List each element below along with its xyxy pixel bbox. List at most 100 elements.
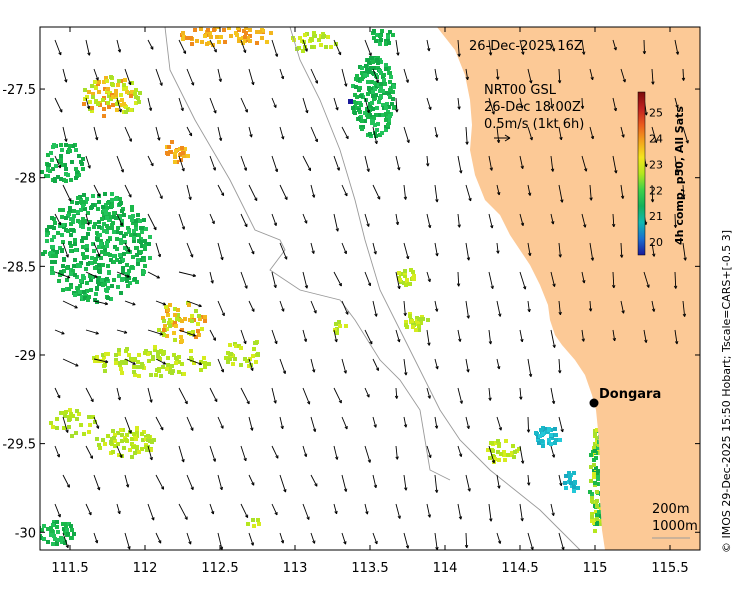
sst-pixel: [183, 147, 187, 151]
current-arrowhead: [373, 424, 377, 428]
current-arrow: [147, 387, 153, 403]
sst-pixel: [190, 42, 194, 46]
current-arrow: [333, 445, 338, 460]
current-arrow: [333, 39, 342, 56]
sst-pixel: [99, 239, 103, 243]
sst-pixel: [360, 71, 364, 75]
current-arrowhead: [159, 332, 163, 336]
current-arrowhead: [520, 105, 524, 109]
sst-pixel: [59, 158, 63, 162]
current-arrowhead: [403, 196, 408, 200]
current-arrow: [186, 300, 202, 307]
sst-pixel: [145, 448, 149, 452]
sst-pixel: [324, 45, 328, 49]
sst-pixel: [136, 262, 140, 266]
current-arrow: [302, 271, 308, 289]
sst-pixel: [55, 250, 59, 254]
sst-pixel: [497, 458, 501, 462]
y-tick-label: -27.5: [2, 83, 36, 98]
current-arrowhead: [427, 278, 431, 283]
sst-pixel: [119, 231, 123, 235]
current-arrow: [240, 445, 247, 461]
sst-pixel: [69, 249, 73, 253]
sst-pixel: [386, 35, 390, 39]
sst-pixel: [169, 150, 173, 154]
current-arrowhead: [312, 540, 316, 544]
sst-pixel: [92, 356, 96, 360]
current-arrow: [581, 97, 584, 109]
current-arrowhead: [456, 283, 461, 287]
current-arrowhead: [126, 274, 130, 278]
current-arrowhead: [551, 221, 555, 225]
sst-pixel: [106, 87, 110, 91]
current-arrowhead: [221, 312, 225, 317]
sst-pixel: [125, 263, 129, 267]
current-arrow: [310, 300, 317, 314]
sst-pixel: [105, 277, 109, 281]
sst-pixel: [535, 432, 539, 436]
sst-pixel: [372, 36, 376, 40]
x-tick-label: 112.5: [201, 561, 238, 576]
current-arrowhead: [280, 425, 284, 430]
current-arrowhead: [405, 545, 410, 549]
sst-pixel: [107, 105, 111, 109]
current-arrow: [496, 416, 502, 431]
sst-pixel: [116, 226, 120, 230]
current-arrowhead: [86, 105, 91, 110]
sst-pixel: [63, 522, 67, 526]
current-arrowhead: [395, 456, 399, 460]
sst-pixel: [77, 154, 81, 158]
sst-pixel: [127, 276, 131, 280]
sst-pixel: [360, 119, 364, 123]
sst-pixel: [375, 106, 379, 110]
sst-pixel: [358, 86, 362, 90]
sst-pixel: [143, 247, 147, 251]
sst-pixel: [192, 361, 196, 365]
current-arrowhead: [685, 140, 689, 144]
sst-pixel: [93, 420, 97, 424]
current-arrow: [364, 329, 373, 345]
sst-pixel: [203, 34, 207, 38]
current-arrow: [178, 39, 186, 54]
sst-pixel: [149, 373, 153, 377]
sst-pixel: [61, 288, 65, 292]
current-arrowhead: [343, 541, 347, 545]
current-arrow: [62, 68, 67, 83]
sst-pixel: [387, 91, 391, 95]
current-arrowhead: [428, 106, 432, 111]
current-arrowhead: [675, 51, 680, 55]
sst-pixel: [599, 514, 603, 518]
current-arrowhead: [675, 169, 679, 173]
current-arrow: [364, 97, 370, 113]
x-tick-label: 113: [283, 561, 308, 576]
sst-pixel: [64, 216, 68, 220]
current-arrow: [550, 213, 554, 225]
sst-pixel: [254, 360, 258, 364]
sst-pixel: [168, 303, 172, 307]
sst-pixel: [140, 365, 144, 369]
sst-pixel: [496, 450, 500, 454]
sst-pixel: [170, 140, 174, 144]
current-arrow: [612, 39, 617, 51]
current-arrowhead: [464, 544, 469, 549]
sst-pixel: [86, 262, 90, 266]
sst-pixel: [61, 240, 65, 244]
sst-pixel: [45, 239, 49, 243]
current-arrow: [550, 39, 555, 52]
current-arrow: [217, 68, 222, 82]
sst-pixel: [55, 520, 59, 524]
sst-pixel: [152, 438, 156, 442]
current-arrowhead: [89, 455, 93, 459]
current-arrow: [457, 329, 461, 342]
current-arrowhead: [435, 546, 439, 550]
sst-pixel: [228, 343, 232, 347]
current-arrow: [372, 68, 379, 83]
sst-pixel: [132, 358, 136, 362]
sst-pixel: [121, 270, 125, 274]
current-arrowhead: [211, 510, 215, 515]
land-mass: [437, 27, 700, 550]
sst-pixel: [107, 271, 111, 275]
current-arrow: [364, 503, 368, 515]
current-arrow: [364, 213, 370, 227]
sst-pixel: [367, 61, 371, 65]
